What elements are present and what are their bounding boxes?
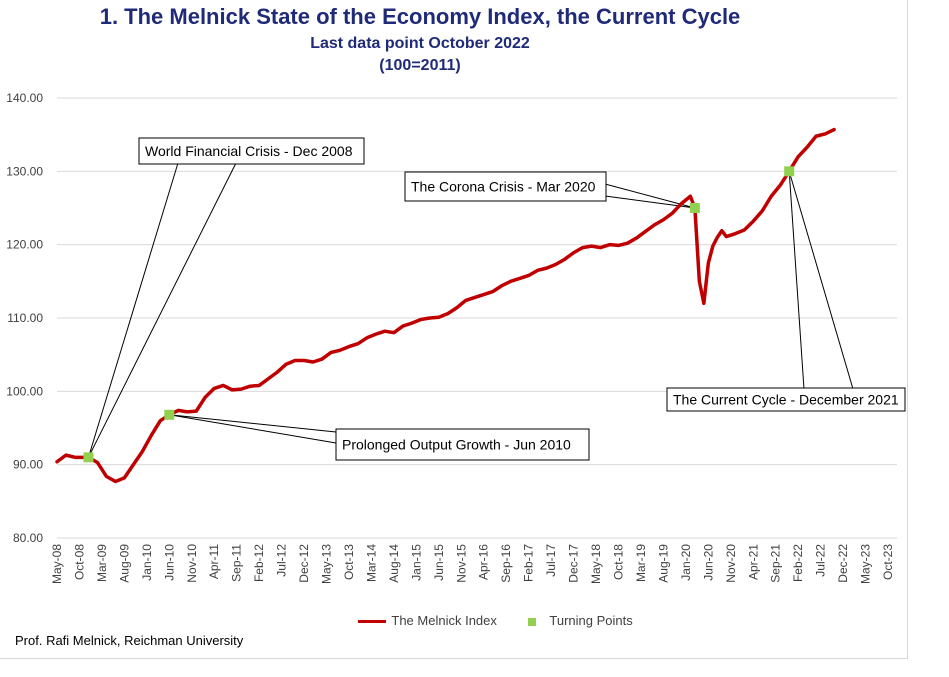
- y-tick-label: 110.00: [7, 311, 43, 325]
- x-tick-label: Feb-22: [791, 544, 805, 582]
- y-tick-label: 130.00: [6, 164, 43, 178]
- author-credit: Prof. Rafi Melnick, Reichman University: [15, 633, 244, 648]
- x-tick-label: May-08: [50, 544, 64, 584]
- x-tick-label: May-23: [859, 544, 873, 584]
- x-tick-label: Jan-15: [409, 544, 423, 581]
- y-tick-label: 120.00: [6, 238, 43, 252]
- annotation-box: [666, 387, 906, 412]
- chart-subtitle-base: (100=2011): [379, 57, 461, 74]
- x-tick-label: Oct-13: [342, 544, 356, 580]
- x-tick-label: Jun-20: [701, 544, 715, 581]
- annotation-leader-line: [788, 171, 805, 390]
- x-tick-label: Sep-11: [230, 544, 244, 582]
- x-tick-label: Oct-08: [72, 544, 86, 580]
- x-tick-label: Mar-19: [634, 544, 648, 582]
- y-tick-label: 90.00: [13, 458, 43, 472]
- x-tick-label: Jul-17: [544, 544, 558, 577]
- annotation-leader-line: [169, 414, 337, 444]
- legend-item-index: The Melnick Index: [358, 613, 497, 628]
- x-tick-label: Mar-14: [364, 544, 378, 582]
- x-tick-label: Aug-19: [656, 544, 670, 583]
- annotation-label: World Financial Crisis - Dec 2008: [145, 143, 353, 159]
- x-tick-label: Apr-21: [746, 544, 760, 580]
- x-tick-label: Nov-20: [724, 544, 738, 583]
- x-tick-label: Jan-20: [679, 544, 693, 581]
- turning-point-marker: [689, 203, 700, 213]
- legend-marker-swatch: [528, 617, 536, 626]
- annotation-box: [335, 428, 590, 461]
- annotation-leader-line: [87, 162, 237, 458]
- legend-label-turning-points: Turning Points: [549, 613, 633, 628]
- x-tick-label: Jan-10: [140, 544, 154, 581]
- x-tick-label: Nov-10: [185, 544, 199, 583]
- annotation-label: Prolonged Output Growth - Jun 2010: [342, 437, 571, 453]
- x-tick-label: Apr-11: [207, 544, 221, 579]
- annotation-box: [138, 137, 365, 165]
- x-tick-label: Oct-23: [881, 544, 895, 580]
- x-tick-label: Aug-09: [117, 544, 131, 583]
- series-line-melnick-index: [55, 127, 836, 484]
- annotation-box: [404, 171, 607, 202]
- legend-line-swatch: [358, 620, 386, 624]
- annotation-label: The Current Cycle - December 2021: [673, 392, 899, 408]
- x-tick-label: Aug-14: [387, 544, 401, 583]
- x-tick-label: May-13: [320, 544, 334, 584]
- turning-point-marker: [164, 409, 175, 420]
- annotation-leader-line: [87, 162, 179, 458]
- annotation-label: The Corona Crisis - Mar 2020: [411, 179, 596, 195]
- legend-label-index: The Melnick Index: [391, 613, 497, 628]
- y-tick-label: 80.00: [13, 531, 43, 545]
- x-tick-label: Jun-10: [162, 544, 176, 581]
- x-tick-label: Oct-18: [611, 544, 625, 580]
- y-tick-label: 100.00: [6, 384, 43, 398]
- x-tick-label: Nov-15: [454, 544, 468, 583]
- x-tick-label: May-18: [589, 544, 603, 584]
- x-tick-label: Mar-09: [95, 544, 109, 582]
- turning-point-marker: [83, 452, 94, 463]
- x-tick-label: Sep-21: [769, 544, 783, 583]
- x-tick-label: Feb-17: [522, 544, 536, 582]
- chart-frame: [0, 0, 908, 659]
- turning-point-marker: [784, 166, 795, 177]
- y-tick-label: 140.00: [6, 91, 43, 105]
- chart-subtitle-date: Last data point October 2022: [310, 35, 530, 52]
- x-tick-label: Dec-12: [297, 544, 311, 583]
- x-tick-label: Jun-15: [432, 544, 446, 581]
- x-tick-label: Sep-16: [499, 544, 513, 583]
- x-tick-label: Dec-17: [567, 544, 581, 583]
- annotation-leader-line: [788, 171, 854, 390]
- x-tick-label: Apr-16: [477, 544, 491, 580]
- legend-item-turning-points: Turning Points: [528, 613, 633, 628]
- x-tick-label: Jul-22: [814, 544, 828, 577]
- x-tick-label: Dec-22: [836, 544, 850, 583]
- x-tick-label: Feb-12: [252, 544, 266, 582]
- annotation-leader-line: [169, 414, 337, 433]
- x-tick-label: Jul-12: [275, 544, 289, 577]
- chart-title: 1. The Melnick State of the Economy Inde…: [99, 4, 741, 29]
